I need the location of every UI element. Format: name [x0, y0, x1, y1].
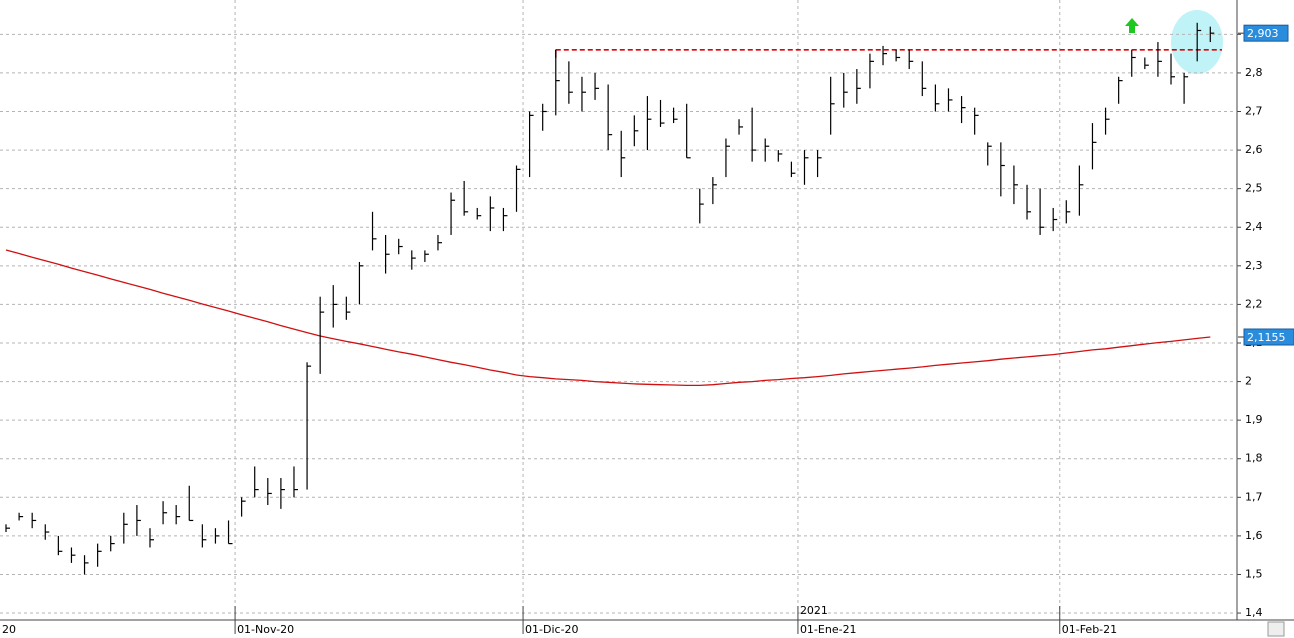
x-tick-label: 01-Feb-21 — [1062, 623, 1117, 636]
y-tick-label: 2 — [1245, 375, 1252, 388]
y-tick-label: 1,9 — [1245, 413, 1263, 426]
x-tick-label: 01-Nov-20 — [237, 623, 294, 636]
y-tick-label: 2,7 — [1245, 104, 1263, 117]
y-tick-label: 1,4 — [1245, 606, 1263, 619]
y-tick-label: 1,7 — [1245, 490, 1263, 503]
ma_label-box — [1243, 328, 1294, 346]
y-tick-label: 1,8 — [1245, 452, 1263, 465]
y-tick-label: 1,5 — [1245, 567, 1263, 580]
up-arrow — [1125, 18, 1139, 33]
y-tick-label: 2,8 — [1245, 66, 1263, 79]
y-tick-label: 2,4 — [1245, 220, 1263, 233]
x-tick-label: 20 — [2, 623, 16, 636]
y-tick-label: 2,6 — [1245, 143, 1263, 156]
price_label-box — [1243, 24, 1289, 42]
year-annotation: 2021 — [800, 604, 828, 617]
y-tick-label: 1,6 — [1245, 529, 1263, 542]
moving-average-line — [5, 249, 1211, 387]
y-tick-label: 2,2 — [1245, 297, 1263, 310]
x-tick-label: 01-Ene-21 — [800, 623, 857, 636]
price_label: 2,903 — [1247, 27, 1279, 40]
ma_label: 2,1155 — [1247, 331, 1286, 344]
x-tick-label: 01-Dic-20 — [525, 623, 579, 636]
y-tick-label: 2,3 — [1245, 259, 1263, 272]
corner-icon — [1267, 621, 1285, 637]
y-tick-label: 2,5 — [1245, 182, 1263, 195]
